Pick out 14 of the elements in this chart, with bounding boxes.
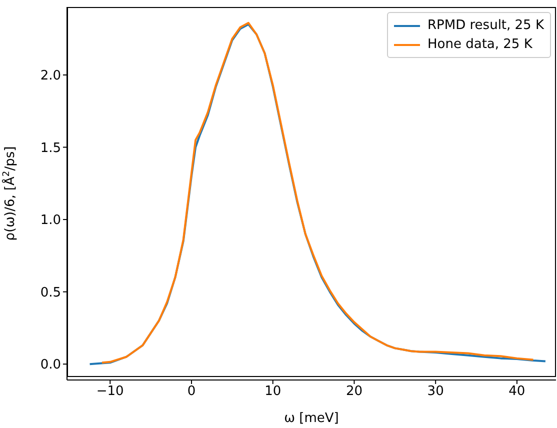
y-tick-label: 0.5 xyxy=(40,285,61,300)
x-tick-label: 0 xyxy=(187,384,196,400)
y-tick-label: 2.0 xyxy=(40,68,61,84)
x-axis-title: ω [meV] xyxy=(284,411,339,426)
y-tick-label: 1.5 xyxy=(40,140,61,156)
x-tick-label: 30 xyxy=(427,384,444,400)
y-tick-label: 1.0 xyxy=(40,213,61,228)
y-tick-label: 0.0 xyxy=(40,358,61,373)
x-tick-label: 10 xyxy=(264,384,282,400)
x-tick-label: 20 xyxy=(346,384,362,400)
legend-label: Hone data, 25 K xyxy=(426,36,534,54)
x-tick-label: −10 xyxy=(96,384,124,400)
legend-label: RPMD result, 25 K xyxy=(426,17,544,35)
x-tick-label: 40 xyxy=(508,384,526,400)
